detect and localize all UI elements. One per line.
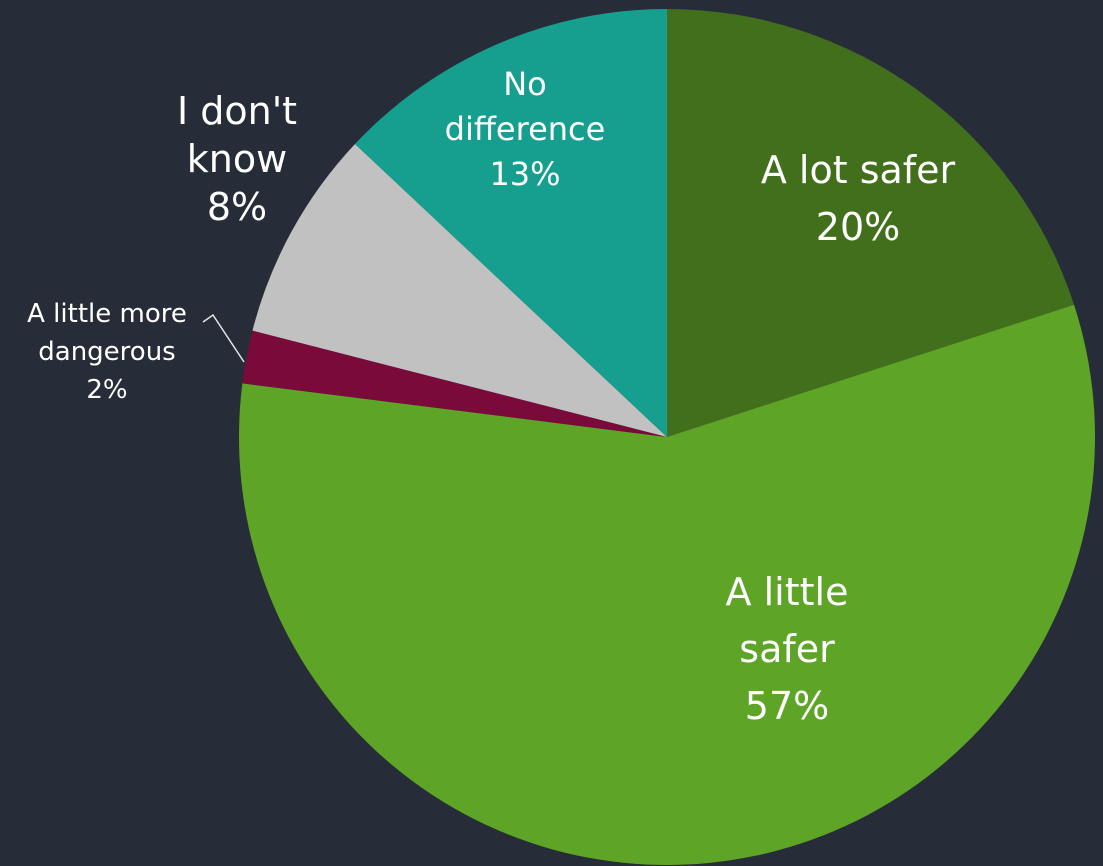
slice-value-label: 13% — [489, 155, 560, 193]
slice-category-label: I don't — [177, 89, 297, 133]
slice-label-i-don-t-know: I don't know 8% — [177, 89, 297, 229]
slice-value-label: 57% — [745, 684, 829, 728]
pie-slice-a-lot-safer — [667, 9, 1075, 437]
slice-label-a-lot-safer: A lot safer 20% — [761, 148, 956, 249]
slice-category-label: difference — [445, 110, 606, 148]
leader-line-a-little-more-dangerous — [202, 313, 245, 363]
pie-slice-no-difference — [355, 9, 667, 437]
pie-slice-a-little-safer — [238, 304, 1095, 865]
slice-category-label: A lot safer — [761, 148, 956, 192]
slice-label-no-difference: No difference 13% — [445, 65, 606, 193]
slice-category-label: No — [503, 65, 547, 103]
slice-value-label: 8% — [207, 185, 267, 229]
slice-value-label: 2% — [86, 375, 127, 405]
slice-category-label: A little more — [27, 299, 187, 329]
slice-category-label: dangerous — [38, 337, 175, 367]
slice-value-label: 20% — [816, 205, 900, 249]
slice-category-label: A little — [726, 570, 849, 614]
slice-labels: A lot safer 20% A little safer 57% A little m… — [27, 65, 955, 728]
leader-lines — [202, 313, 245, 363]
slice-label-a-little-more-dangerous: A little more dangerous 2% — [27, 299, 187, 405]
pie-slice-a-little-more-dangerous — [242, 330, 667, 437]
slice-category-label: safer — [739, 627, 835, 671]
pie-slices — [238, 9, 1095, 865]
slice-category-label: know — [187, 137, 287, 181]
pie-slice-i-don-t-know — [252, 144, 667, 437]
slice-label-a-little-safer: A little safer 57% — [726, 570, 849, 728]
